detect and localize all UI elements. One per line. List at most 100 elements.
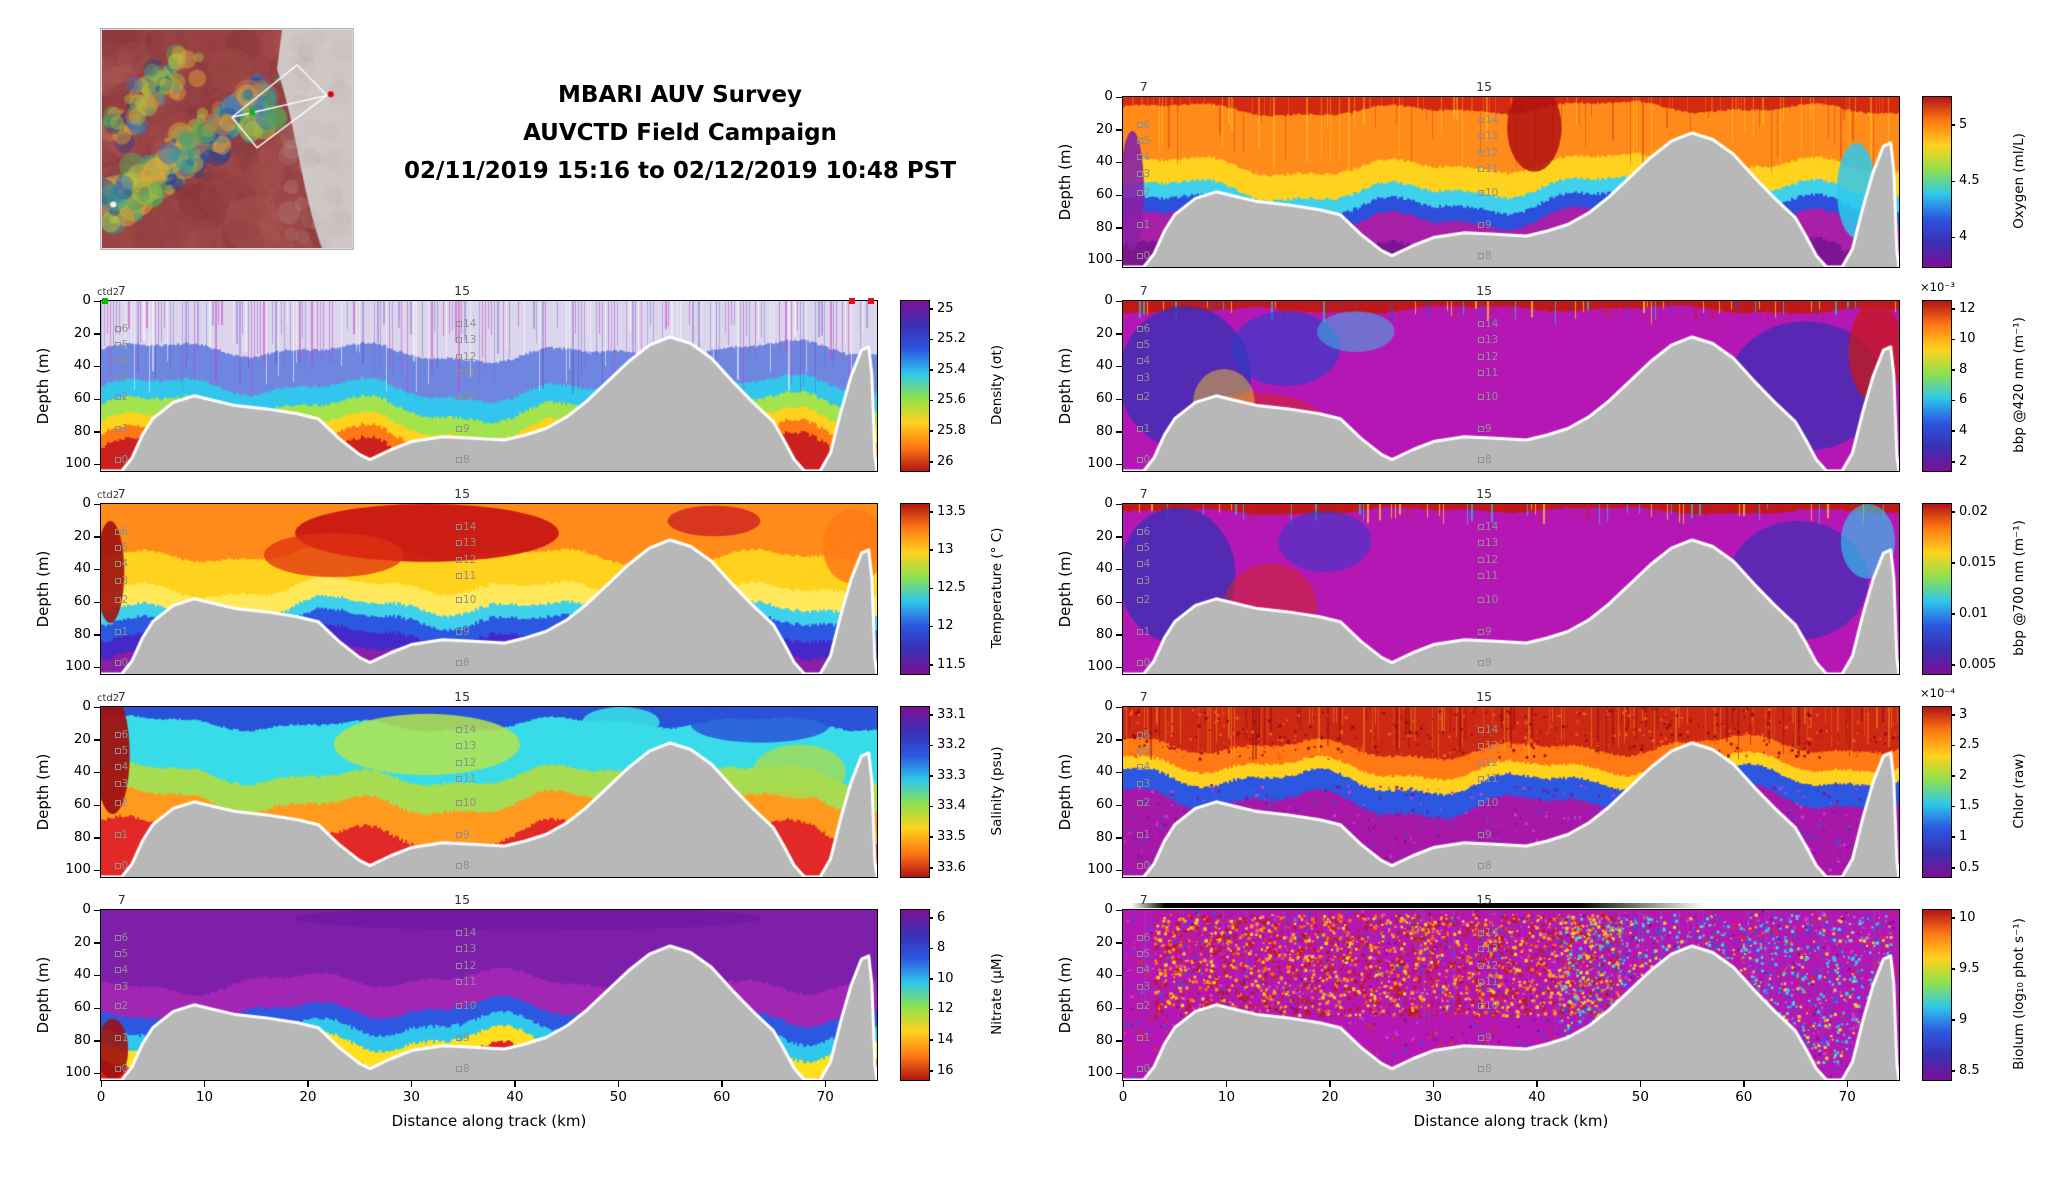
colorbar-tick-mark [1951, 917, 1955, 919]
colorbar-salinity: 33.1 33.2 33.3 33.4 33.5 33.6 Salinity (psu) [900, 706, 1024, 878]
station-marker-square [455, 659, 462, 666]
station-marker-square [114, 1065, 121, 1072]
colorbar-tick-label: 0.015 [1959, 554, 1997, 570]
top-station-number-mid: 15 [1476, 486, 1493, 501]
colorbar-gradient-temperature [900, 503, 930, 675]
station-marker-square [1477, 726, 1484, 733]
track-edge-marker [867, 298, 874, 304]
colorbar-tick-label: 9.5 [1959, 960, 1980, 976]
x-tick-label: 70 [816, 1089, 834, 1105]
station-marker-square [114, 394, 121, 401]
station-marker-square [1477, 946, 1484, 953]
station-marker-square [455, 628, 462, 635]
colorbar-tick-label: 4.5 [1959, 173, 1980, 188]
station-marker-square [455, 523, 462, 530]
top-station-number-mid: 15 [1476, 892, 1493, 907]
station-marker-label: 11 [1484, 366, 1499, 379]
station-marker-square [455, 775, 462, 782]
station-marker-square [114, 545, 121, 552]
station-marker-square [455, 425, 462, 432]
station-marker-square [114, 934, 121, 941]
station-marker-square [455, 862, 462, 869]
station-marker-label: 14 [1484, 317, 1499, 330]
colorbar-tick-mark [929, 461, 933, 463]
y-tick-mark [1116, 909, 1123, 911]
track-edge-marker [849, 298, 856, 304]
colorbar-tick-mark [929, 978, 933, 980]
station-marker-label: 3 [1143, 167, 1151, 180]
station-marker-square [114, 628, 121, 635]
colorbar-gradient-oxygen [1922, 96, 1952, 268]
colorbar-tick-mark [929, 308, 933, 310]
colorbar-tick-label: 25.4 [937, 361, 966, 377]
station-marker-label: 9 [462, 422, 470, 435]
station-marker-label: 8 [1484, 656, 1492, 669]
colorbar-tick-mark [929, 1008, 933, 1011]
station-marker-label: 1 [121, 625, 129, 638]
y-tick-label: 80 [1095, 625, 1113, 642]
y-tick-label: 60 [73, 796, 91, 813]
station-marker-square [455, 929, 462, 936]
station-marker-label: 5 [121, 542, 129, 555]
station-marker-label: 9 [462, 1031, 470, 1044]
station-marker-square [1477, 1034, 1484, 1041]
colorbar-tick-mark [1951, 1019, 1955, 1021]
x-tick-mark [1432, 1080, 1435, 1087]
station-marker-label: 6 [1143, 728, 1151, 741]
station-marker-square [1136, 545, 1143, 552]
station-marker-label: 4 [121, 964, 129, 977]
y-tick-label: 0 [82, 901, 91, 917]
y-tick-mark [1116, 161, 1123, 164]
y-axis-label: Depth (m) [1056, 347, 1074, 425]
colorbar-tick-label: 25.2 [937, 331, 966, 347]
colorbar-tick-label: 8 [1959, 361, 1968, 377]
x-tick-mark [410, 1080, 413, 1087]
colorbar-axis-label: Density (σt) [989, 345, 1005, 425]
y-tick-mark [94, 909, 101, 911]
colorbar-tick-mark [1951, 744, 1955, 747]
station-marker-square [114, 748, 121, 755]
colorbar-tick-label: 6 [937, 909, 946, 925]
station-marker-label: 13 [1484, 334, 1499, 347]
x-tick-label: 50 [1631, 1089, 1649, 1105]
station-marker-square [1136, 967, 1143, 974]
y-tick-mark [1116, 431, 1123, 433]
colorbar-tick-mark [1951, 613, 1955, 615]
panel-biolum: 6 5 4 3 2 1 0 14 13 12 11 10 9 8 7 15 0 20 40 60 80 100 Depth … [1056, 892, 1900, 1130]
top-station-number-mid: 15 [454, 689, 471, 704]
y-tick-mark [1116, 739, 1123, 741]
colorbar-tick-mark [929, 399, 933, 402]
x-tick-label: 70 [1838, 1089, 1856, 1105]
station-marker-square [114, 561, 121, 568]
station-marker-label: 5 [1143, 948, 1151, 961]
colorbar-axis-label: Biolum (log₁₀ phot s⁻¹) [2011, 918, 2027, 1070]
y-tick-label: 100 [1087, 455, 1113, 472]
station-marker-label: 11 [462, 569, 477, 582]
nitrate-section-canvas [101, 910, 877, 1080]
station-marker-square [1477, 540, 1484, 547]
top-station-number-mid: 15 [1476, 79, 1493, 94]
oxygen-section-canvas [1123, 97, 1899, 267]
y-tick-mark [1116, 96, 1123, 98]
station-marker-label: 13 [1484, 943, 1499, 956]
x-tick-label: 40 [1528, 1089, 1546, 1105]
station-marker-label: 0 [121, 453, 129, 466]
colorbar-tick-mark [929, 744, 933, 747]
station-marker-square [114, 862, 121, 869]
x-axis-label: Distance along track (km) [1413, 1112, 1609, 1130]
y-tick-label: 20 [1095, 324, 1113, 341]
station-marker-square [455, 759, 462, 766]
station-marker-label: 3 [1143, 371, 1151, 384]
y-tick-mark [1116, 837, 1123, 839]
colorbar-bbp420: 12 10 8 6 4 2 ×10⁻³ bbp @420 nm (m⁻¹) [1920, 280, 2046, 472]
colorbar-gradient-salinity [900, 706, 930, 878]
station-marker-label: 2 [1143, 797, 1151, 810]
station-marker-label: 2 [121, 1000, 129, 1013]
station-marker-label: 6 [121, 728, 129, 741]
station-marker-label: 12 [1484, 350, 1499, 363]
y-tick-label: 60 [73, 999, 91, 1016]
y-tick-mark [1116, 634, 1123, 636]
panel-oxygen: 6 5 4 3 2 1 0 14 13 12 11 10 9 8 7 15 0 20 40 60 80 100 Depth … [1056, 79, 1900, 268]
y-tick-label: 80 [1095, 1031, 1113, 1048]
